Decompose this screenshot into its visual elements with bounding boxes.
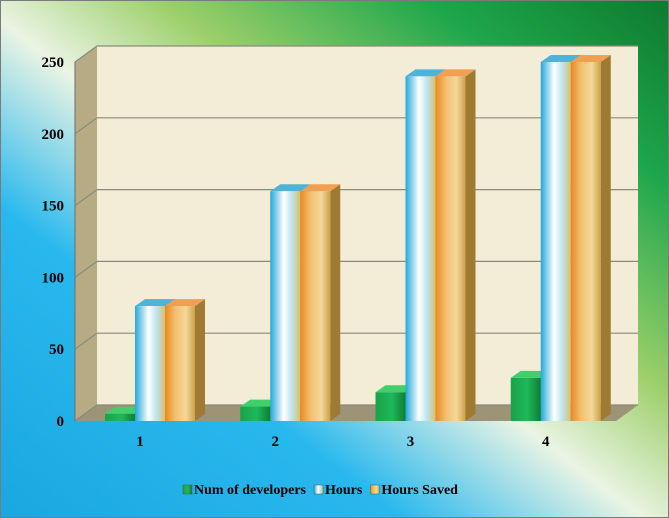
bar-front bbox=[405, 76, 436, 422]
legend-item: Num of developers bbox=[182, 483, 307, 498]
bar bbox=[165, 299, 205, 421]
bar-front bbox=[240, 406, 271, 421]
x-tick-label: 2 bbox=[272, 434, 280, 450]
bar-top bbox=[435, 69, 476, 77]
y-tick-label: 100 bbox=[42, 270, 65, 286]
y-tick-label: 250 bbox=[42, 55, 65, 71]
bar-front bbox=[165, 306, 195, 421]
x-tick-label: 3 bbox=[407, 434, 415, 450]
bar-side bbox=[195, 299, 205, 421]
bar-front bbox=[300, 191, 331, 421]
bar-front bbox=[270, 191, 301, 421]
bar-top bbox=[405, 69, 446, 77]
bar-side bbox=[600, 55, 611, 421]
bar bbox=[570, 55, 611, 421]
bar bbox=[435, 69, 476, 422]
side-wall bbox=[75, 46, 97, 421]
y-tick-label: 150 bbox=[42, 199, 65, 215]
legend: Num of developers Hours Hours Saved bbox=[182, 483, 458, 498]
bar-side bbox=[465, 69, 476, 422]
y-tick-label: 50 bbox=[49, 342, 64, 358]
bar bbox=[300, 184, 341, 421]
bar-front bbox=[135, 306, 165, 421]
x-tick-label: 4 bbox=[542, 434, 550, 450]
legend-item: Hours bbox=[313, 483, 363, 498]
bar-top bbox=[300, 184, 341, 192]
x-axis-labels: 1 2 3 4 bbox=[136, 434, 550, 450]
bar-front bbox=[540, 62, 571, 421]
legend-swatch bbox=[370, 484, 380, 495]
bar-side bbox=[330, 184, 341, 421]
bar-front bbox=[375, 392, 406, 421]
legend-swatch bbox=[313, 484, 324, 495]
legend-item: Hours Saved bbox=[370, 483, 458, 498]
gridline bbox=[74, 45, 638, 63]
y-tick-label: 200 bbox=[42, 127, 65, 143]
bars bbox=[105, 55, 611, 422]
floor bbox=[75, 405, 638, 421]
y-tick-label: 0 bbox=[57, 414, 65, 430]
back-wall bbox=[97, 46, 638, 405]
bar-top bbox=[570, 55, 611, 62]
legend-label: Hours bbox=[325, 483, 363, 498]
y-axis-ticks: 0 50 100 150 200 250 bbox=[42, 55, 76, 430]
bar-front bbox=[510, 377, 541, 421]
bar-front bbox=[105, 413, 135, 421]
legend-label: Hours Saved bbox=[381, 483, 458, 498]
bar-top bbox=[165, 299, 205, 307]
legend-label: Num of developers bbox=[194, 483, 307, 498]
legend-swatch bbox=[182, 484, 193, 495]
x-tick-label: 1 bbox=[136, 434, 144, 450]
bar-top bbox=[270, 184, 311, 192]
bar-top bbox=[540, 55, 581, 62]
bar-front bbox=[435, 76, 466, 422]
bar-top bbox=[135, 299, 175, 307]
bar-front bbox=[570, 62, 601, 421]
